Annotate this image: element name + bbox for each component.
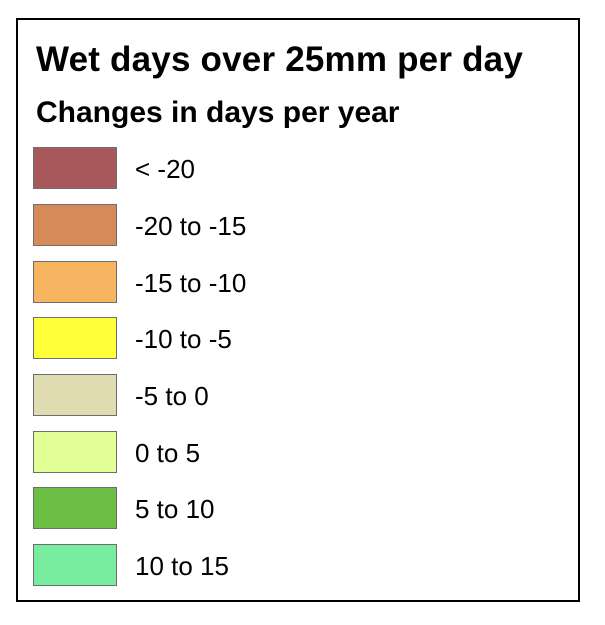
legend-item: 10 to 15 xyxy=(33,544,433,588)
legend-subtitle: Changes in days per year xyxy=(36,96,400,129)
legend-item: -20 to -15 xyxy=(33,204,433,248)
legend-item-label: 10 to 15 xyxy=(135,551,229,581)
legend-title: Wet days over 25mm per day xyxy=(36,40,523,79)
legend-item-label: 5 to 10 xyxy=(135,494,215,524)
legend-swatch xyxy=(33,204,117,246)
legend-item: 5 to 10 xyxy=(33,487,433,531)
legend-panel: Wet days over 25mm per day Changes in da… xyxy=(16,18,580,602)
legend-item: -10 to -5 xyxy=(33,317,433,361)
legend-item-label: -5 to 0 xyxy=(135,381,209,411)
legend-swatch xyxy=(33,374,117,416)
legend-item-label: -10 to -5 xyxy=(135,324,232,354)
legend-item: -5 to 0 xyxy=(33,374,433,418)
legend-swatch xyxy=(33,147,117,189)
legend-swatch xyxy=(33,544,117,586)
legend-swatch xyxy=(33,431,117,473)
legend-item: -15 to -10 xyxy=(33,261,433,305)
legend-swatch xyxy=(33,317,117,359)
legend-item-label: -20 to -15 xyxy=(135,211,247,241)
legend-item: 0 to 5 xyxy=(33,431,433,475)
legend-item-label: 0 to 5 xyxy=(135,438,201,468)
legend-swatch xyxy=(33,487,117,529)
legend-item: < -20 xyxy=(33,147,433,191)
legend-item-label: < -20 xyxy=(135,154,195,184)
legend-item-label: -15 to -10 xyxy=(135,268,247,298)
legend-swatch xyxy=(33,261,117,303)
